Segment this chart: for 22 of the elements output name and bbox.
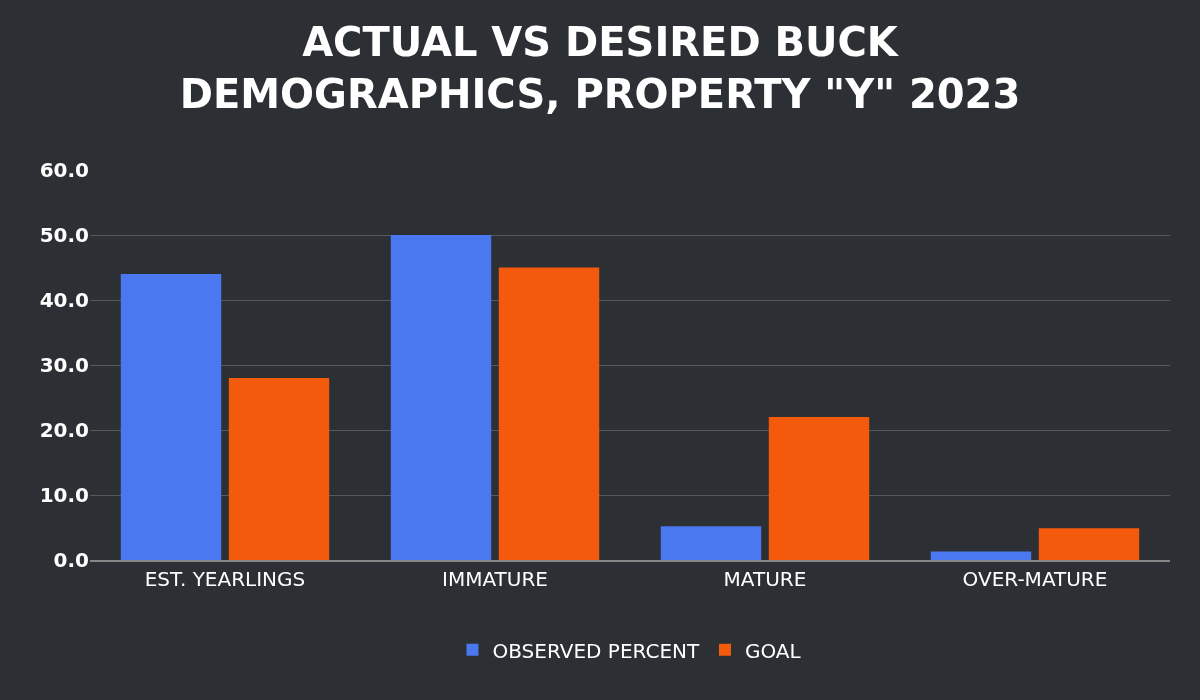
legend-label: OBSERVED PERCENT [492, 638, 700, 663]
bar [660, 526, 762, 560]
y-tick-label: 20.0 [39, 418, 89, 442]
x-tick-label: MATURE [723, 567, 807, 591]
y-tick-label: 60.0 [39, 158, 89, 182]
bar [390, 235, 492, 560]
bar [120, 274, 222, 560]
x-tick-label: EST. YEARLINGS [144, 567, 306, 591]
bar [930, 551, 1032, 560]
y-tick-label: 40.0 [39, 288, 89, 312]
y-tick-label: 10.0 [39, 483, 89, 507]
bar [498, 267, 600, 560]
bar [228, 378, 330, 560]
legend-label: GOAL [744, 638, 802, 663]
x-tick-label: IMMATURE [442, 567, 548, 591]
chart-title: ACTUAL VS DESIRED BUCK DEMOGRAPHICS, PROPERTY "Y" 2023 [179, 19, 1021, 117]
bar [1038, 528, 1140, 560]
y-tick-label: 50.0 [39, 223, 89, 247]
x-tick-label: OVER-MATURE [962, 567, 1108, 591]
y-tick-label: 0.0 [53, 548, 89, 572]
bar [768, 417, 870, 560]
y-tick-label: 30.0 [39, 353, 89, 377]
